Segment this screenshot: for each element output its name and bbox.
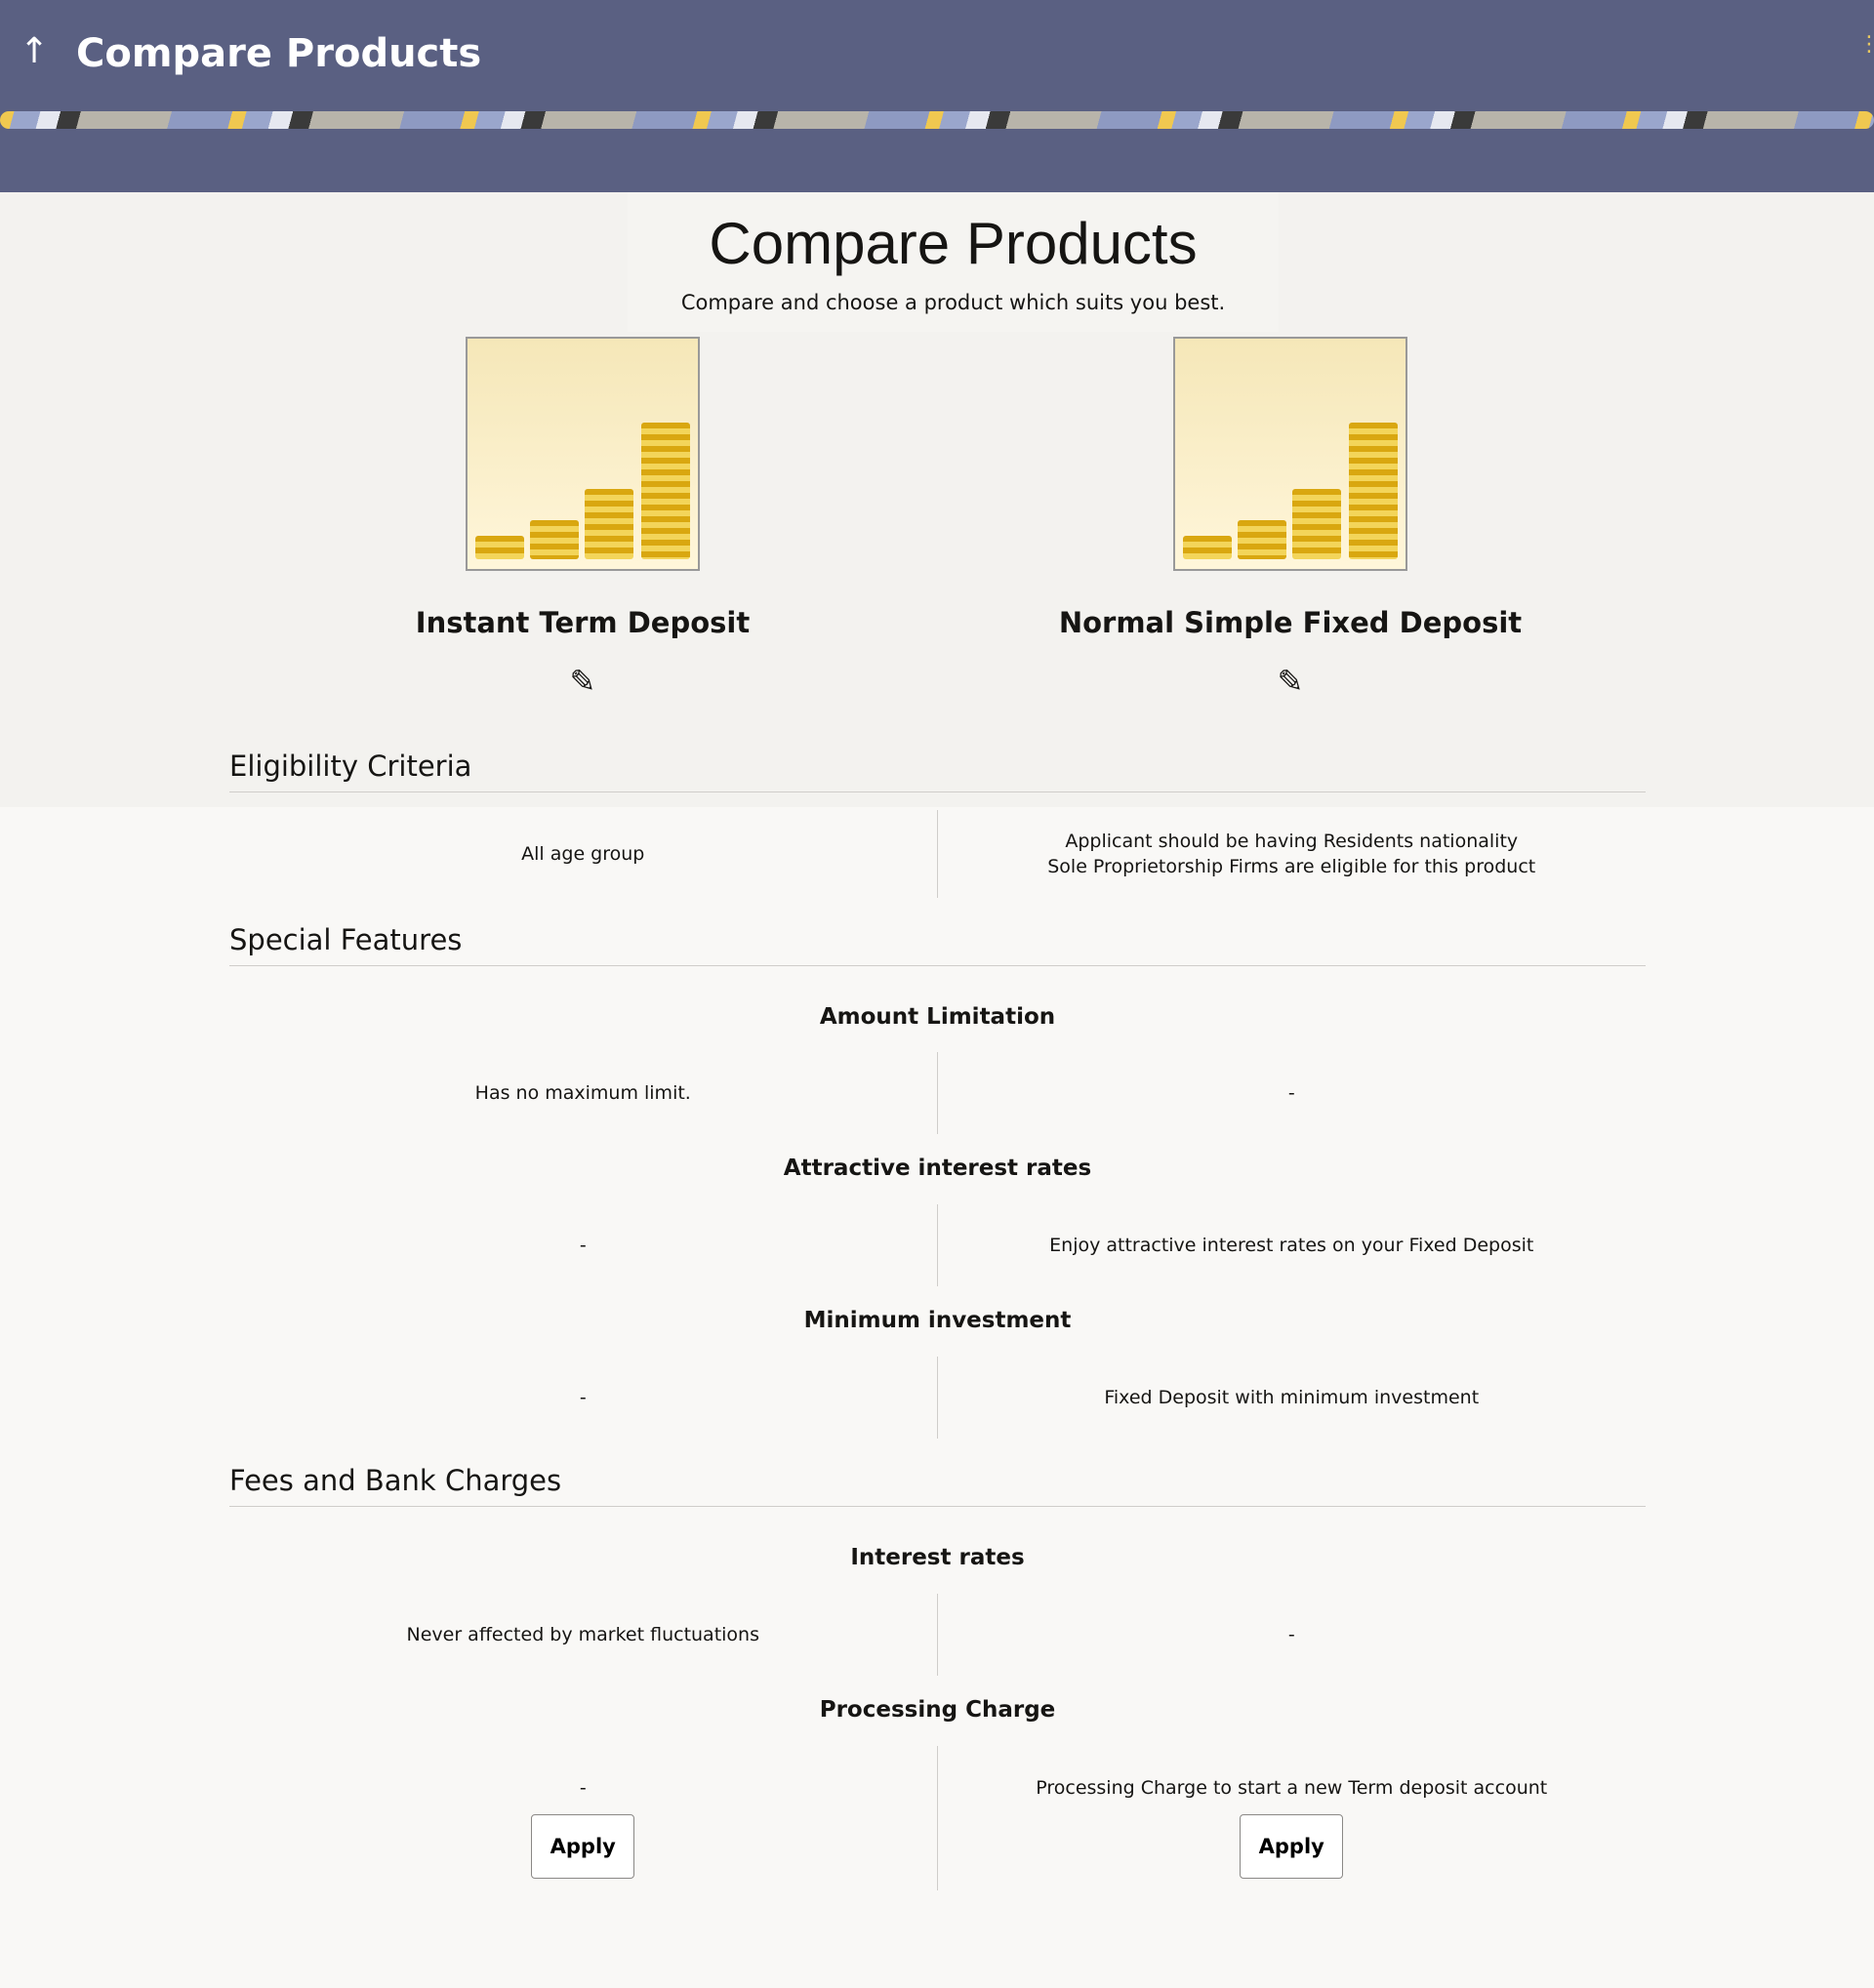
feature-label: Processing Charge — [819, 1697, 1056, 1723]
header-title: Compare Products — [76, 31, 482, 76]
product-card: Normal Simple Fixed Deposit ✎ — [998, 337, 1583, 700]
table-row: Never affected by market fluctuations - — [229, 1594, 1646, 1676]
pencil-icon[interactable]: ✎ — [1277, 663, 1304, 700]
feature-label: Attractive interest rates — [783, 1156, 1092, 1181]
cell-text: Sole Proprietorship Firms are eligible f… — [1047, 856, 1536, 877]
kebab-icon[interactable]: ⋮ — [1858, 32, 1874, 57]
cell-text: - — [229, 1357, 938, 1439]
table-row: - Enjoy attractive interest rates on you… — [229, 1204, 1646, 1286]
product-image — [466, 337, 700, 571]
cell-text: Fixed Deposit with minimum investment — [1104, 1387, 1480, 1408]
product-image — [1173, 337, 1407, 571]
cell-text: - — [229, 1204, 938, 1286]
app-header: ↑ Compare Products ⋮ — [0, 0, 1874, 192]
cell-text: Enjoy attractive interest rates on your … — [1049, 1235, 1534, 1256]
arrow-up-icon[interactable]: ↑ — [20, 31, 50, 71]
cell-text: - — [1287, 1082, 1295, 1104]
cell-text: Applicant should be having Residents nat… — [1065, 831, 1519, 852]
cell-text: - — [579, 1777, 587, 1799]
apply-button[interactable]: Apply — [531, 1814, 635, 1879]
cell-text: Never affected by market fluctuations — [229, 1594, 938, 1676]
table-row: Has no maximum limit. - — [229, 1052, 1646, 1134]
pencil-icon[interactable]: ✎ — [569, 663, 596, 700]
product-name: Instant Term Deposit — [415, 606, 751, 639]
apply-button[interactable]: Apply — [1240, 1814, 1344, 1879]
table-row: - Fixed Deposit with minimum investment — [229, 1357, 1646, 1439]
hero: Compare Products Compare and choose a pr… — [628, 192, 1279, 332]
cell-text: - — [1287, 1624, 1295, 1645]
section-eligibility: Eligibility Criteria — [229, 750, 1646, 792]
section-fees: Fees and Bank Charges — [229, 1464, 1646, 1507]
table-row: - Apply Processing Charge to start a new… — [229, 1746, 1646, 1890]
page-title: Compare Products — [709, 211, 1198, 276]
cell-text: All age group — [521, 843, 645, 865]
feature-label: Amount Limitation — [819, 1004, 1056, 1030]
cell-text: Has no maximum limit. — [229, 1052, 938, 1134]
feature-label: Interest rates — [850, 1545, 1025, 1570]
cell-text: Processing Charge to start a new Term de… — [1036, 1777, 1548, 1799]
page-subtitle: Compare and choose a product which suits… — [680, 291, 1226, 314]
product-name: Normal Simple Fixed Deposit — [1058, 606, 1523, 639]
feature-label: Minimum investment — [803, 1308, 1072, 1333]
decorative-strip — [0, 111, 1874, 129]
table-row: All age group Applicant should be having… — [229, 810, 1646, 898]
product-card: Instant Term Deposit ✎ — [290, 337, 876, 700]
section-special-features: Special Features — [229, 923, 1646, 966]
